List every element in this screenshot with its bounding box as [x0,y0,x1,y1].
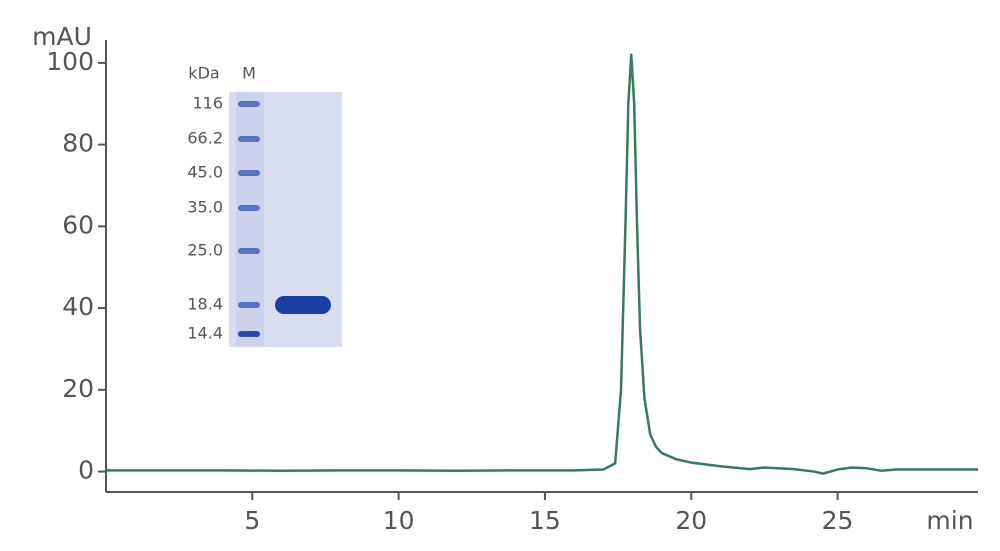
x-tick-label: 5 [244,506,260,535]
marker-label: 35.0 [187,198,223,217]
y-axis-label: mAU [32,22,92,51]
marker-band [238,205,260,211]
sample-band [275,296,331,314]
y-tick-label: 40 [62,292,94,321]
marker-label: 116 [192,94,223,113]
marker-label: 66.2 [187,129,223,148]
marker-band [238,136,260,142]
y-tick-label: 20 [62,374,94,403]
marker-band [238,302,260,308]
gel-lane-label: M [242,64,256,83]
marker-band [238,248,260,254]
x-tick-label: 20 [675,506,707,535]
marker-label: 25.0 [187,241,223,260]
x-axis-label: min [926,506,973,535]
y-tick-label: 80 [62,129,94,158]
x-tick-label: 10 [383,506,415,535]
marker-label: 18.4 [187,295,223,314]
marker-label: 45.0 [187,163,223,182]
marker-lane [236,92,264,347]
x-tick-label: 25 [822,506,854,535]
marker-band [238,170,260,176]
gel-unit-label: kDa [188,64,219,83]
y-tick-label: 100 [46,47,94,76]
marker-band [238,331,260,337]
y-tick-label: 0 [78,456,94,485]
marker-band [238,101,260,107]
y-tick-label: 60 [62,210,94,239]
marker-label: 14.4 [187,324,223,343]
x-tick-label: 15 [529,506,561,535]
chromatogram-line [106,53,978,475]
